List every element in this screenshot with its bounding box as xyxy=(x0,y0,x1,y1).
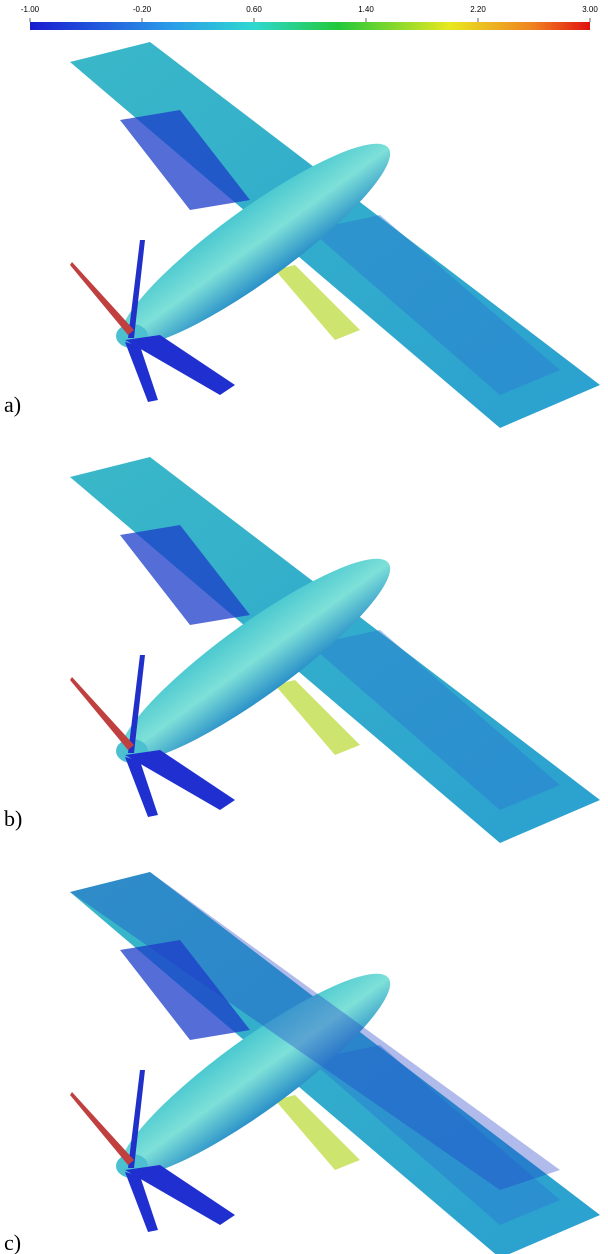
panel-label: a) xyxy=(4,392,21,417)
colorbar-tick-label: 0.60 xyxy=(246,5,262,14)
panel-label: c) xyxy=(4,1230,21,1254)
colorbar-tick-label: -0.20 xyxy=(133,5,152,14)
render-b xyxy=(70,457,600,843)
colorbar xyxy=(30,22,590,30)
colorbar-tick-label: -1.00 xyxy=(21,5,40,14)
colorbar-tick-label: 3.00 xyxy=(582,5,598,14)
render-a xyxy=(70,42,600,428)
figure: -1.00 -0.20 0.60 1.40 2.20 3.00 a) b) c) xyxy=(0,0,608,1254)
colorbar-tick-label: 2.20 xyxy=(470,5,486,14)
panel-label: b) xyxy=(4,806,22,831)
colorbar-tick-label: 1.40 xyxy=(358,5,374,14)
